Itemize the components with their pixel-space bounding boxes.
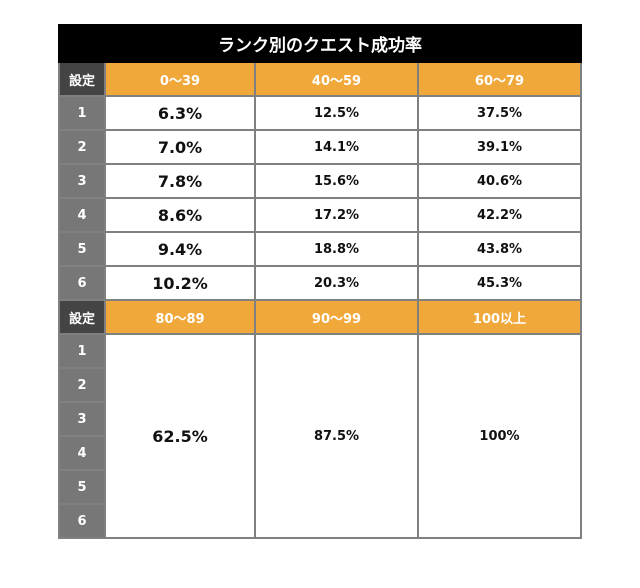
rate-cell: 43.8% xyxy=(417,231,582,267)
setting-number: 2 xyxy=(58,367,106,403)
rate-cell: 6.3% xyxy=(104,95,256,131)
setting-number: 6 xyxy=(58,503,106,539)
rate-cell: 7.0% xyxy=(104,129,256,165)
rate-cell-merged: 100% xyxy=(417,333,582,539)
setting-header: 設定 xyxy=(58,61,106,97)
setting-header: 設定 xyxy=(58,299,106,335)
setting-number: 4 xyxy=(58,435,106,471)
range-header-90-99: 90〜99 xyxy=(254,299,419,335)
table-row: 6 xyxy=(58,503,581,539)
rate-cell: 9.4% xyxy=(104,231,256,267)
rate-cell: 37.5% xyxy=(417,95,582,131)
setting-number: 3 xyxy=(58,163,106,199)
rate-cell: 20.3% xyxy=(254,265,419,301)
table-row: 4 xyxy=(58,435,581,471)
setting-number: 6 xyxy=(58,265,106,301)
table-row: 3 xyxy=(58,401,581,437)
table-row: 4 8.6% 17.2% 42.2% xyxy=(58,197,582,233)
rate-cell: 7.8% xyxy=(104,163,256,199)
section2-header-row: 設定 80〜89 90〜99 100以上 xyxy=(58,299,582,335)
table-row: 2 xyxy=(58,367,581,403)
setting-number: 5 xyxy=(58,469,106,505)
section1-header-row: 設定 0〜39 40〜59 60〜79 xyxy=(58,61,582,97)
rate-cell: 10.2% xyxy=(104,265,256,301)
rate-cell-merged: 62.5% xyxy=(104,333,256,539)
range-header-80-89: 80〜89 xyxy=(104,299,256,335)
table-title: ランク別のクエスト成功率 xyxy=(58,24,582,63)
setting-number: 3 xyxy=(58,401,106,437)
rate-cell: 42.2% xyxy=(417,197,582,233)
setting-number: 1 xyxy=(58,333,106,369)
range-header-100-plus: 100以上 xyxy=(417,299,582,335)
table-row: 2 7.0% 14.1% 39.1% xyxy=(58,129,582,165)
rate-cell: 40.6% xyxy=(417,163,582,199)
setting-number: 2 xyxy=(58,129,106,165)
rate-cell: 45.3% xyxy=(417,265,582,301)
rate-cell: 15.6% xyxy=(254,163,419,199)
rate-cell: 39.1% xyxy=(417,129,582,165)
rate-cell-merged: 87.5% xyxy=(254,333,419,539)
range-header-40-59: 40〜59 xyxy=(254,61,419,97)
table-row: 1 62.5% 87.5% 100% xyxy=(58,333,582,539)
rate-cell: 14.1% xyxy=(254,129,419,165)
rate-cell: 12.5% xyxy=(254,95,419,131)
rate-cell: 18.8% xyxy=(254,231,419,267)
setting-number: 1 xyxy=(58,95,106,131)
rate-cell: 8.6% xyxy=(104,197,256,233)
range-header-60-79: 60〜79 xyxy=(417,61,582,97)
rate-cell: 17.2% xyxy=(254,197,419,233)
table-row: 3 7.8% 15.6% 40.6% xyxy=(58,163,582,199)
table-row: 5 9.4% 18.8% 43.8% xyxy=(58,231,582,267)
table-row: 5 xyxy=(58,469,581,505)
title-row: ランク別のクエスト成功率 xyxy=(58,24,582,63)
table-row: 6 10.2% 20.3% 45.3% xyxy=(58,265,582,301)
table-row: 1 6.3% 12.5% 37.5% xyxy=(58,95,582,131)
setting-number: 4 xyxy=(58,197,106,233)
setting-number: 5 xyxy=(58,231,106,267)
success-rate-table: ランク別のクエスト成功率 設定 0〜39 40〜59 60〜79 1 6.3% … xyxy=(58,24,582,539)
range-header-0-39: 0〜39 xyxy=(104,61,256,97)
